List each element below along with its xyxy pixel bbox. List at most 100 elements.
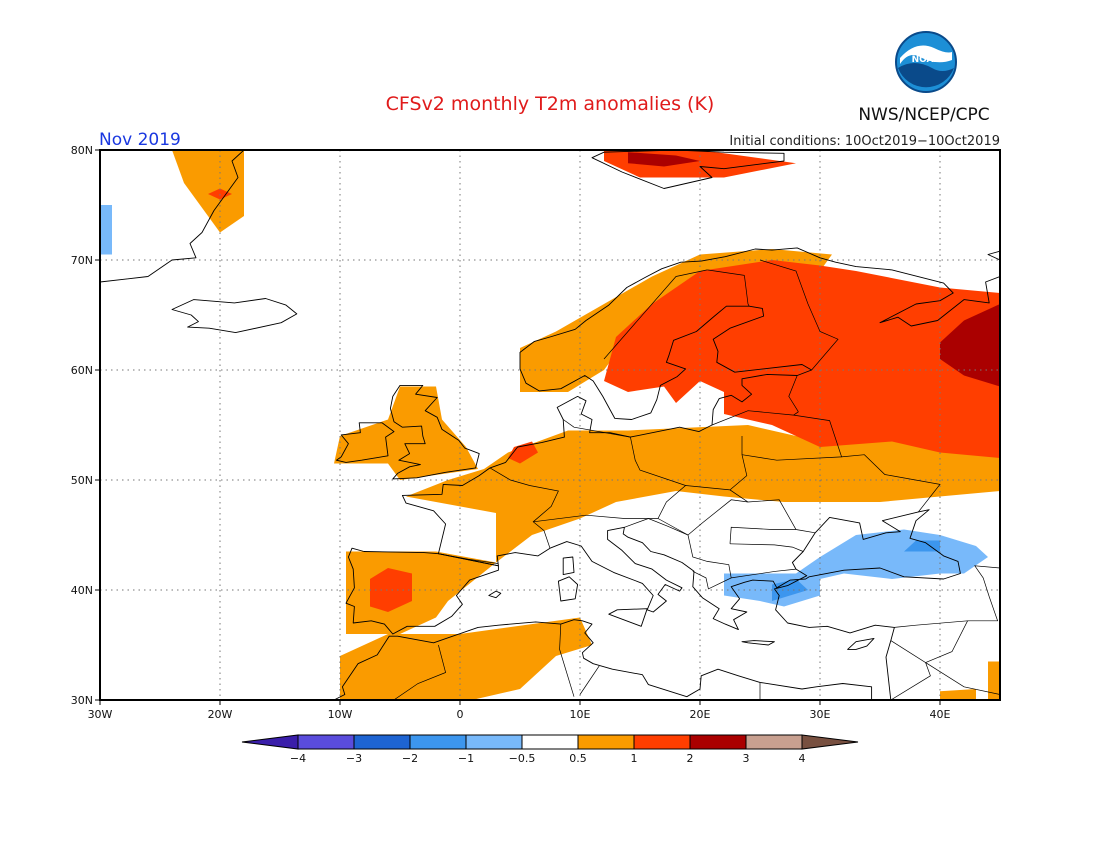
colorbar-tick-label: −2 [402, 752, 418, 765]
lat-tick-label: 80N [71, 144, 93, 157]
coastline-ireland [335, 422, 395, 463]
border-line-19 [624, 518, 689, 536]
border-line-25 [559, 624, 575, 697]
colorbar-segment [745, 734, 803, 750]
colorbar-high-arrow [801, 734, 859, 750]
page-title: CFSv2 monthly T2m anomalies (K) [386, 93, 715, 115]
border-line-16 [729, 526, 796, 544]
colorbar-segment [353, 734, 411, 750]
colorbar-tick-label: 3 [743, 752, 750, 765]
border-line-6 [657, 499, 749, 536]
lon-tick-label: 30W [88, 708, 113, 721]
coastline-sardinia [557, 576, 579, 602]
coastline-crete [741, 640, 775, 646]
map-area [100, 150, 1000, 700]
initial-conditions: Initial conditions: 10Oct2019−10Oct2019 [729, 134, 1000, 149]
anomaly-region-3 [520, 249, 832, 392]
border-line-18 [687, 534, 732, 578]
country-borders [393, 259, 1000, 700]
lon-tick-label: 10E [570, 708, 591, 721]
coastline-novaya-zemlya [987, 250, 1000, 261]
border-line-14 [707, 269, 745, 276]
border-line-12 [603, 269, 708, 360]
anomaly-region-17 [100, 205, 112, 255]
anomaly-region-6 [940, 304, 1000, 387]
border-line-10 [788, 375, 799, 412]
colorbar-tick-label: 2 [687, 752, 694, 765]
colorbar-tick-label: −4 [290, 752, 306, 765]
coastline-mallorca [488, 590, 502, 599]
lat-tick-label: 30N [71, 694, 93, 707]
border-line-0 [438, 553, 499, 564]
anomaly-region-12 [940, 689, 976, 700]
border-line-13 [744, 275, 750, 307]
logo-text: NOAA [912, 55, 941, 65]
border-line-20 [894, 565, 1000, 628]
lon-tick-label: 40E [930, 708, 951, 721]
coastline-iceland [171, 298, 298, 334]
lon-tick-label: 30E [810, 708, 831, 721]
forecast-month: Nov 2019 [99, 130, 181, 150]
graticule [100, 150, 1000, 700]
colorbar-tick-label: −0.5 [509, 752, 536, 765]
latitude-axis: 30N 40N 50N 60N 70N 80N [71, 144, 100, 707]
colorbar-tick-label: 4 [799, 752, 806, 765]
colorbar-segment [465, 734, 523, 750]
border-line-24 [393, 644, 447, 700]
anomaly-layer [100, 150, 1000, 700]
colorbar-tick-label: −1 [458, 752, 474, 765]
colorbar: −4 −3 −2 −1 −0.5 0.5 1 2 3 4 [241, 734, 859, 765]
lon-tick-label: 20W [208, 708, 233, 721]
anomaly-region-15 [772, 579, 808, 601]
border-line-1 [489, 467, 559, 549]
border-line-3 [630, 437, 686, 486]
colorbar-segment [521, 734, 579, 750]
border-line-9 [741, 454, 842, 461]
anomaly-region-0 [346, 425, 1000, 634]
colorbar-segment [577, 734, 635, 750]
border-line-22 [925, 620, 968, 663]
coastline-greenland [100, 150, 245, 283]
map-frame [99, 149, 1001, 701]
anomaly-region-11 [508, 441, 538, 464]
coastline-africa-north [333, 619, 873, 700]
colorbar-tick-label: 0.5 [569, 752, 587, 765]
colorbar-tick-label: −3 [346, 752, 362, 765]
border-line-5 [729, 436, 748, 491]
agency-label: NWS/NCEP/CPC [858, 105, 989, 125]
coastline-europe-main [401, 247, 1000, 700]
coastline-cyprus [847, 637, 875, 650]
coastline-corsica [562, 556, 575, 576]
lon-tick-label: 20E [690, 708, 711, 721]
lon-tick-label: 0 [457, 708, 464, 721]
anomaly-region-5 [370, 568, 412, 612]
colorbar-segment [689, 734, 747, 750]
anomaly-region-8 [628, 152, 700, 167]
longitude-axis: 30W 20W 10W 0 10E 20E 30E 40E [88, 700, 951, 721]
border-line-8 [793, 414, 941, 513]
anomaly-region-4 [604, 260, 1000, 458]
lon-tick-label: 10W [328, 708, 353, 721]
border-line-7 [711, 410, 799, 426]
colorbar-segment [297, 734, 355, 750]
border-line-15 [692, 568, 797, 590]
coastline-sicily [608, 608, 648, 627]
colorbar-low-arrow [241, 734, 299, 750]
lat-tick-label: 70N [71, 254, 93, 267]
anomaly-region-2 [334, 386, 478, 480]
border-line-23 [925, 662, 1000, 695]
colorbar-segment [409, 734, 467, 750]
noaa-logo: NOAA [895, 31, 957, 93]
border-line-17 [729, 543, 804, 552]
border-line-26 [579, 665, 600, 695]
anomaly-region-16 [904, 540, 940, 552]
border-line-21 [890, 640, 931, 700]
anomaly-region-1 [340, 617, 592, 700]
colorbar-segment [633, 734, 691, 750]
coastline-britain [389, 384, 480, 480]
lat-tick-label: 60N [71, 364, 93, 377]
anomaly-region-9 [172, 150, 244, 233]
colorbar-tick-label: 1 [631, 752, 638, 765]
lat-tick-label: 50N [71, 474, 93, 487]
